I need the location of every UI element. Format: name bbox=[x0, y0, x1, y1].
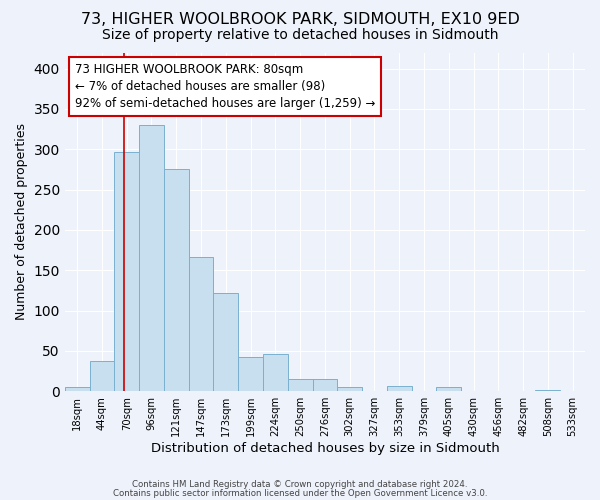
Bar bbox=[313, 379, 337, 391]
Bar bbox=[164, 170, 188, 391]
Bar bbox=[65, 387, 89, 391]
Bar bbox=[288, 379, 313, 391]
Bar bbox=[337, 387, 362, 391]
Bar bbox=[436, 387, 461, 391]
Text: 73 HIGHER WOOLBROOK PARK: 80sqm
← 7% of detached houses are smaller (98)
92% of : 73 HIGHER WOOLBROOK PARK: 80sqm ← 7% of … bbox=[75, 62, 376, 110]
Bar bbox=[238, 356, 263, 391]
Text: Contains public sector information licensed under the Open Government Licence v3: Contains public sector information licen… bbox=[113, 488, 487, 498]
Text: Contains HM Land Registry data © Crown copyright and database right 2024.: Contains HM Land Registry data © Crown c… bbox=[132, 480, 468, 489]
Y-axis label: Number of detached properties: Number of detached properties bbox=[15, 124, 28, 320]
Text: Size of property relative to detached houses in Sidmouth: Size of property relative to detached ho… bbox=[102, 28, 498, 42]
X-axis label: Distribution of detached houses by size in Sidmouth: Distribution of detached houses by size … bbox=[151, 442, 499, 455]
Bar bbox=[387, 386, 412, 391]
Bar bbox=[188, 256, 214, 391]
Bar bbox=[89, 362, 115, 391]
Bar bbox=[263, 354, 288, 391]
Bar bbox=[214, 293, 238, 391]
Bar bbox=[535, 390, 560, 391]
Bar bbox=[115, 152, 139, 391]
Bar bbox=[139, 125, 164, 391]
Text: 73, HIGHER WOOLBROOK PARK, SIDMOUTH, EX10 9ED: 73, HIGHER WOOLBROOK PARK, SIDMOUTH, EX1… bbox=[80, 12, 520, 28]
